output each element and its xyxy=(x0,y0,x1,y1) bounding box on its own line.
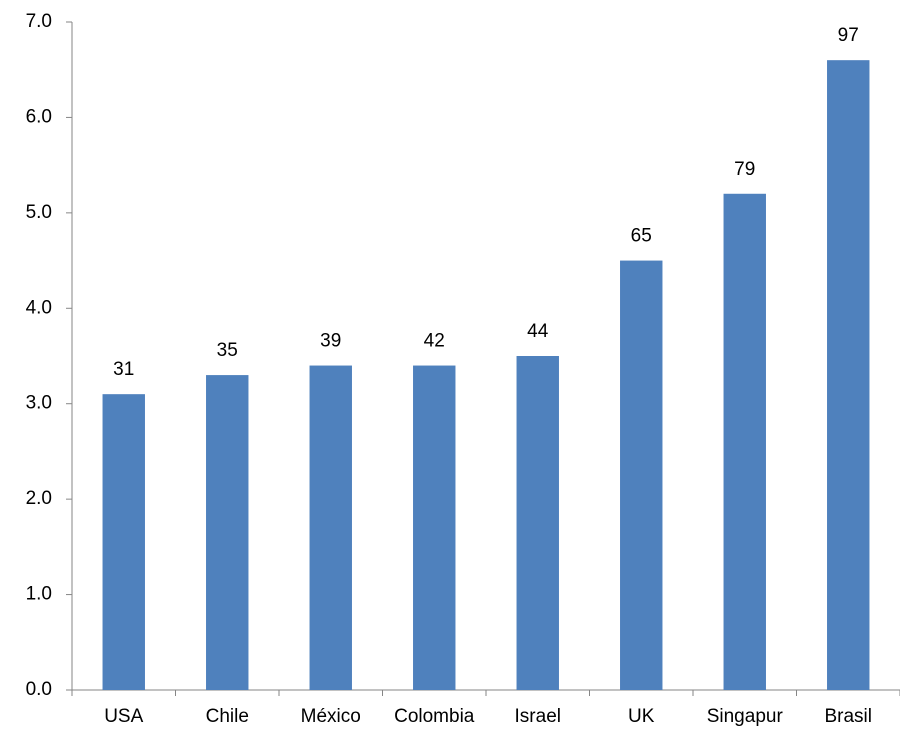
data-label: 39 xyxy=(320,331,341,352)
x-tick-label: Colombia xyxy=(394,706,475,727)
y-tick-label: 0.0 xyxy=(26,679,52,700)
bar xyxy=(206,375,249,690)
bar xyxy=(620,260,663,690)
x-tick-label: UK xyxy=(628,706,655,727)
y-tick-label: 7.0 xyxy=(26,11,52,32)
x-tick-label: Israel xyxy=(515,706,561,727)
data-label: 44 xyxy=(527,321,549,342)
bar xyxy=(309,365,352,690)
x-tick-label: México xyxy=(301,706,361,727)
bar xyxy=(102,394,145,690)
bar xyxy=(413,365,456,690)
data-label: 65 xyxy=(631,226,652,247)
data-label: 42 xyxy=(424,331,445,352)
data-label: 35 xyxy=(217,340,238,361)
data-label: 31 xyxy=(113,359,134,380)
bar xyxy=(723,193,766,690)
bar xyxy=(827,60,870,690)
data-label: 79 xyxy=(734,159,755,180)
x-tick-label: Chile xyxy=(206,706,249,727)
y-tick-label: 6.0 xyxy=(26,106,52,127)
bar xyxy=(516,356,559,690)
y-tick-label: 4.0 xyxy=(26,297,52,318)
x-tick-label: Brasil xyxy=(824,706,872,727)
y-tick-label: 5.0 xyxy=(26,202,52,223)
x-tick-label: Singapur xyxy=(707,706,784,727)
data-label: 97 xyxy=(838,25,859,46)
y-tick-label: 1.0 xyxy=(26,584,52,605)
y-tick-label: 2.0 xyxy=(26,488,52,509)
x-tick-label: USA xyxy=(104,706,143,727)
y-tick-label: 3.0 xyxy=(26,393,52,414)
